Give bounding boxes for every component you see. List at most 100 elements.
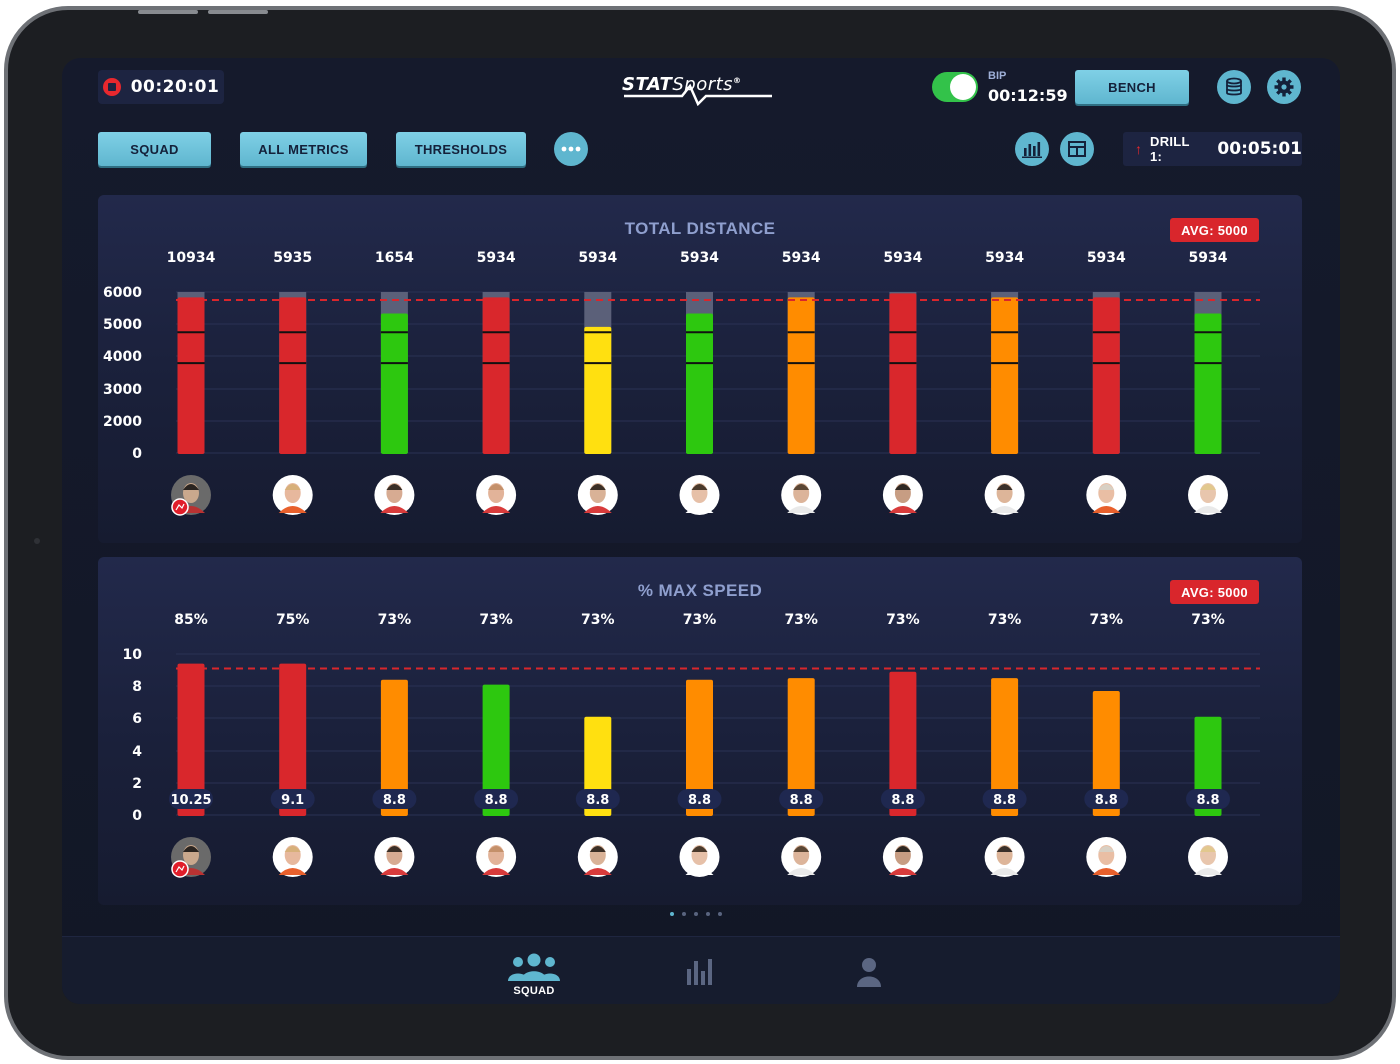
player-avatar	[882, 837, 923, 877]
player-avatar	[171, 475, 211, 516]
avatar-hair	[386, 846, 403, 852]
value-badge	[270, 789, 315, 809]
bench-button[interactable]: BENCH	[1075, 70, 1189, 104]
bar-top-label: 5934	[578, 250, 617, 266]
bar-top-label: 85%	[174, 612, 208, 628]
bar	[686, 313, 713, 454]
bar-top-label: 73%	[784, 612, 818, 628]
y-tick-label: 2	[132, 776, 142, 792]
bar-top-label: 73%	[1090, 612, 1124, 628]
y-tick-label: 6	[132, 711, 142, 727]
player-avatar	[476, 475, 517, 515]
bip-toggle[interactable]	[932, 72, 978, 102]
record-icon[interactable]	[102, 78, 121, 96]
gear-icon	[1274, 77, 1294, 97]
bar-top-label: 10934	[167, 250, 216, 266]
avatar-hair	[386, 484, 403, 490]
player-avatar	[374, 475, 415, 515]
value-badge-label: 8.8	[790, 793, 813, 808]
value-badge-label: 8.8	[383, 793, 406, 808]
avatar-shirt	[380, 506, 409, 513]
avatar-hair	[1098, 484, 1115, 490]
page-dot[interactable]	[694, 912, 698, 916]
volume-button	[208, 10, 268, 14]
bar-top-label: 5934	[883, 250, 922, 266]
more-button[interactable]	[554, 132, 588, 166]
player-avatar	[679, 837, 720, 877]
drill-timer[interactable]: ↑ DRILL 1: 00:05:01	[1123, 132, 1302, 166]
nav-profile[interactable]	[857, 957, 881, 987]
volume-button	[138, 10, 198, 14]
bar	[1092, 691, 1120, 816]
value-badge	[677, 789, 722, 809]
value-badge-label: 8.8	[1095, 793, 1118, 808]
value-badge	[169, 789, 213, 809]
avatar-hair	[284, 484, 301, 490]
avatar-hair	[589, 484, 606, 490]
avg-badge: AVG: 5000	[1170, 218, 1259, 242]
bar-top-label: 5934	[680, 250, 719, 266]
alert-icon	[171, 498, 189, 516]
player-avatar	[577, 475, 618, 515]
avatar-hair	[1200, 846, 1216, 852]
bar	[482, 297, 510, 454]
statsports-logo: STATSports®	[622, 72, 782, 106]
settings-button[interactable]	[1267, 70, 1301, 104]
squad-button[interactable]: SQUAD	[98, 132, 211, 166]
more-icon	[561, 146, 581, 152]
alert-icon-glyph	[175, 503, 185, 511]
chart-view-button[interactable]	[1015, 132, 1049, 166]
avatar-hair	[793, 846, 810, 852]
y-tick-label: 3000	[103, 382, 142, 398]
page-dot[interactable]	[706, 912, 710, 916]
chart-title: TOTAL DISTANCE	[624, 219, 776, 238]
page-indicator[interactable]	[670, 912, 722, 916]
bar	[380, 313, 408, 454]
bar	[482, 684, 510, 816]
app-screen: 00:20:01 STATSports® BIP 00:12:59 BENCH	[62, 58, 1340, 1004]
page-dot[interactable]	[718, 912, 722, 916]
bar	[889, 671, 917, 816]
nav-squad[interactable]: SQUAD	[508, 953, 560, 997]
avatar-hair	[996, 846, 1013, 852]
y-tick-label: 4000	[103, 349, 142, 365]
avatar-shirt	[278, 506, 307, 513]
bottom-nav: SQUAD	[62, 936, 1340, 1004]
page-dot[interactable]	[682, 912, 686, 916]
player-avatar	[984, 837, 1025, 877]
bar-top-label: 5934	[985, 250, 1024, 266]
page-dot[interactable]	[670, 912, 674, 916]
avatar-shirt	[787, 868, 816, 875]
avatar-shirt	[380, 868, 409, 875]
bar	[279, 663, 307, 816]
table-icon	[1068, 141, 1086, 157]
thresholds-button[interactable]: THRESHOLDS	[396, 132, 526, 166]
bar-top-label: 73%	[988, 612, 1022, 628]
y-tick-label: 10	[123, 647, 143, 663]
bar-top-label: 73%	[378, 612, 412, 628]
y-tick-label: 0	[132, 446, 142, 462]
database-button[interactable]	[1217, 70, 1251, 104]
bar-top-label: 1654	[375, 250, 414, 266]
player-avatar	[984, 475, 1025, 515]
all-metrics-button[interactable]: ALL METRICS	[240, 132, 367, 166]
total-distance-chart: 6000 5000 4000 3000 2000 0 10934 5935 1654 5934 59…	[103, 250, 1260, 516]
player-avatar	[272, 837, 313, 877]
avatar-shirt	[685, 868, 714, 875]
recording-timer[interactable]: 00:20:01	[98, 70, 224, 104]
nav-stats[interactable]	[686, 957, 716, 987]
avatar-hair	[894, 484, 911, 490]
max-speed-panel: % MAX SPEED AVG: 5000 10 8 6 4 2 0 85% 10.25 75%…	[98, 557, 1302, 905]
avatar-shirt	[583, 506, 612, 513]
bar	[1092, 297, 1120, 454]
player-avatar	[272, 475, 313, 515]
person-icon	[857, 958, 881, 987]
player-avatar	[882, 475, 923, 515]
table-view-button[interactable]	[1060, 132, 1094, 166]
player-avatar	[781, 475, 822, 515]
bar	[787, 297, 815, 454]
y-tick-label: 8	[132, 679, 142, 695]
value-badge	[779, 789, 824, 809]
player-avatar	[577, 837, 618, 877]
bar-top-label: 73%	[683, 612, 717, 628]
